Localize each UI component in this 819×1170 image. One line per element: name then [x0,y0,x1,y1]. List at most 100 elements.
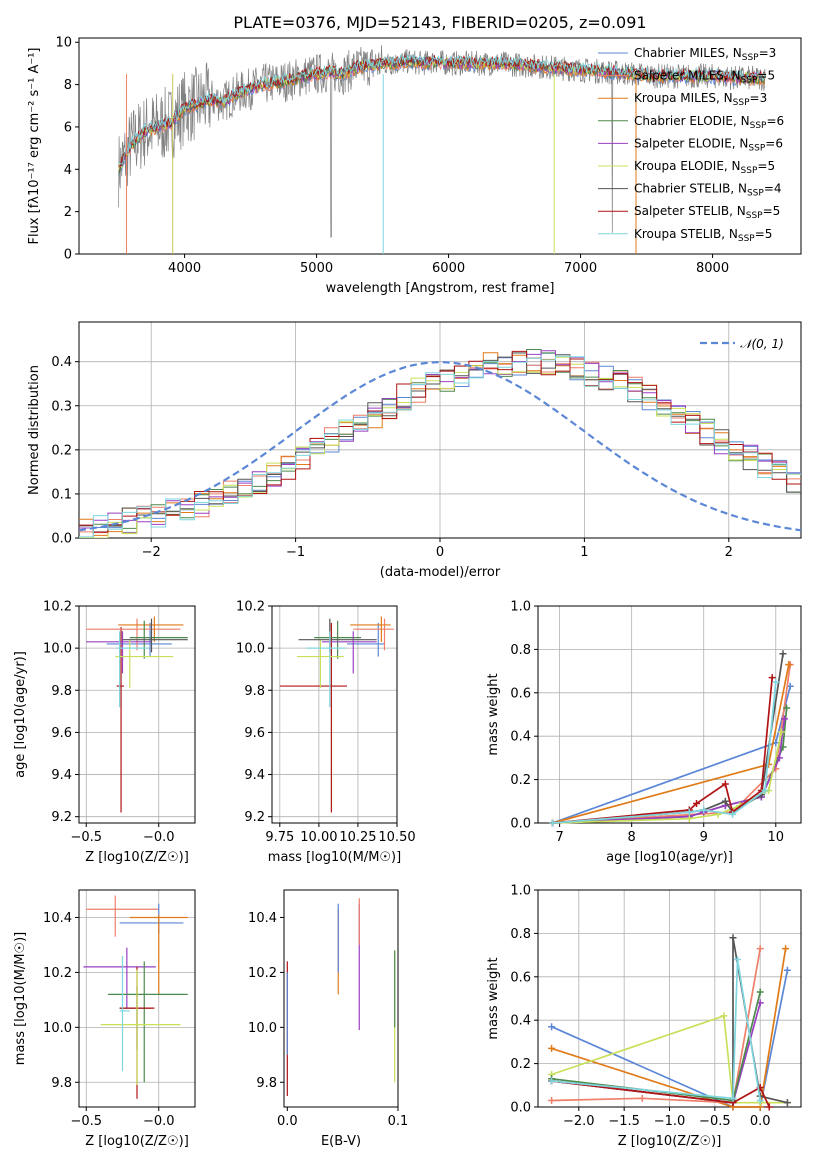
y-tick-label: 9.2 [244,810,265,825]
series-line [552,707,788,824]
y-tick-label: 6 [64,120,72,135]
x-tick-label: 4000 [168,261,201,276]
y-tick-label: 0.2 [510,773,531,788]
x-tick-label: 9 [700,830,708,845]
y-tick-label: 0.0 [510,817,531,832]
data-point-marker [783,1099,791,1107]
x-tick-label: −0.0 [143,830,175,845]
errorbars-age-vs-mass [279,616,394,813]
legend-label: Kroupa STELIB, NSSP=5 [634,227,772,244]
plot-frame [78,889,196,1108]
x-tick-label: −1 [286,545,305,560]
y-tick-label: 0 [64,248,72,263]
x-tick-label: −0.5 [70,1114,102,1129]
axes-mass-vs-Z: −0.5 −0.0 9.8 10.0 10.2 10.4 Z [log10(Z/Z☉)] ma… [13,889,196,1149]
data-point-marker [765,1103,773,1111]
y-tick-label: 1.0 [510,884,531,899]
axes-mass-vs-EBV: 0.0 0.1 9.8 10.0 10.2 10.4 E(B-V) [248,889,409,1149]
legend-label: Salpeter ELODIE, NSSP=6 [634,136,783,153]
y-tick-label: 1.0 [510,600,531,615]
legend-label: 𝒩(0, 1) [740,337,784,351]
legend-label: Kroupa MILES, NSSP=3 [634,91,767,108]
data-point-marker [548,1096,556,1104]
x-tick-label: 7000 [564,261,597,276]
x-tick-label: 10 [768,830,785,845]
series-line [552,718,786,824]
plot-frame [78,37,802,255]
x-tick-label: −1.0 [654,1114,686,1129]
x-tick-label: 1 [580,545,588,560]
errorbars-mass-vs-EBV [286,898,396,1097]
y-tick-label: 0.6 [510,686,531,701]
x-tick-label: 8 [628,830,636,845]
data-point-marker [729,934,737,942]
data-point-marker [780,715,788,723]
legend-label: Salpeter MILES, NSSP=5 [634,69,775,86]
y-tick-label: 9.6 [51,726,72,741]
axes-mass-weight-vs-Z: −2.0 −1.5 −1.0 −0.5 0.0 0.0 0.2 0.4 0.6 0.8 1.0 Z [… [486,884,802,1149]
x-tick-label: −1.5 [608,1114,640,1129]
y-tick-label: 10.0 [43,642,72,657]
plot-frame [271,605,398,824]
x-tick-label: 6000 [432,261,465,276]
y-axis-label: mass weight [486,957,501,1039]
legend-label: Chabrier STELIB, NSSP=4 [634,182,782,199]
data-point-marker [756,988,764,996]
y-tick-label: 10.2 [236,600,265,615]
y-axis-label: Normed distribution [27,365,42,495]
errorbars-mass-vs-Z [83,895,188,1099]
y-tick-label: 10.0 [236,642,265,657]
y-tick-label: 0.2 [510,1057,531,1072]
x-axis-label: E(B-V) [321,1134,361,1149]
data-point-marker [693,799,701,807]
spectrum-lines [118,44,766,254]
x-tick-label: 10.25 [339,830,376,845]
plot-frame [78,605,196,824]
data-point-marker [685,815,693,823]
y-tick-label: 9.8 [51,1076,72,1091]
lines-mass-weight-vs-Z [548,934,791,1111]
data-point-marker [638,1094,646,1102]
data-point-marker [720,1012,728,1020]
x-tick-label: −2 [142,545,161,560]
series-line [552,677,774,824]
data-point-marker [700,806,708,814]
axes-residuals: −2 −1 0 1 2 0.0 0.1 0.2 0.3 0.4 (data-model)/error… [27,321,802,580]
series-line [552,731,783,824]
x-tick-label: 7 [555,830,563,845]
x-tick-label: 9.75 [265,830,294,845]
data-point-marker [756,945,764,953]
x-tick-label: 2 [725,545,733,560]
legend-label: Chabrier ELODIE, NSSP=6 [634,114,784,131]
legend-label: Kroupa ELODIE, NSSP=5 [634,159,775,176]
y-axis-label: mass [log10(M/M☉)] [13,932,28,1065]
data-point-marker [548,819,556,827]
series-line [551,959,762,1101]
y-tick-label: 2 [64,205,72,220]
x-tick-label: 0.1 [388,1114,409,1129]
histograms [79,349,801,538]
y-tick-label: 0.6 [510,970,531,985]
y-tick-label: 0.4 [510,730,531,745]
y-axis-label: age [log10(age/yr)] [13,651,28,778]
x-axis-label: mass [log10(M/M☉)] [268,850,401,865]
series-line [551,948,787,1108]
y-tick-label: 9.8 [51,684,72,699]
histogram-series [79,356,801,538]
series-line [552,681,777,824]
x-tick-label: 10.00 [300,830,337,845]
data-point-marker [783,704,791,712]
data-point-marker [782,945,790,953]
series-line [551,1002,762,1104]
x-tick-label: 5000 [300,261,333,276]
model-spectrum [118,54,766,168]
errorbars-age-vs-Z [86,616,188,813]
data-point-marker [768,674,776,682]
data-point-marker [734,955,742,963]
y-tick-label: 9.8 [256,1076,277,1091]
y-tick-label: 9.6 [244,726,265,741]
y-tick-label: 0.0 [510,1101,531,1116]
data-point-marker [785,661,793,669]
axes-mass-weight-vs-age: 7 8 9 10 0.0 0.2 0.4 0.6 0.8 1.0 age [log10(age/yr… [486,600,802,865]
